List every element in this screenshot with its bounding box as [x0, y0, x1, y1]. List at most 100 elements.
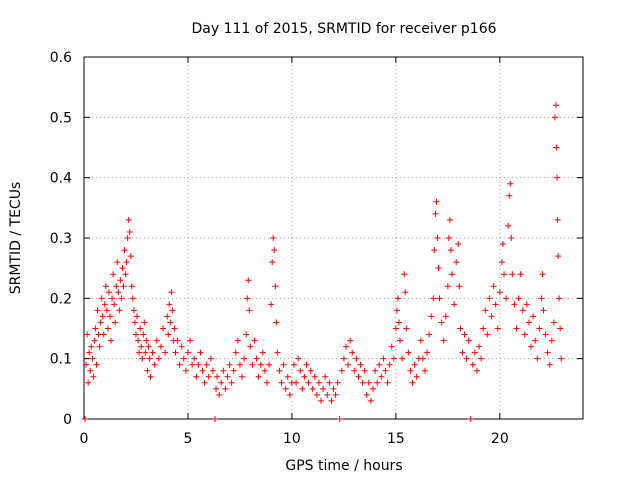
data-point [95, 331, 102, 338]
data-point [108, 337, 115, 344]
y-tick-label: 0 [63, 412, 72, 428]
data-point [167, 319, 174, 326]
data-point [130, 307, 137, 314]
data-point [476, 343, 483, 350]
data-point [530, 313, 537, 320]
data-point [276, 367, 283, 374]
y-tick-label: 0.2 [50, 291, 72, 307]
data-point [184, 349, 191, 356]
data-point [209, 367, 216, 374]
data-point [315, 379, 322, 386]
data-point [134, 313, 141, 320]
data-point [438, 319, 445, 326]
data-point [349, 349, 356, 356]
data-point [363, 391, 370, 398]
data-point [413, 373, 420, 380]
data-point [380, 355, 387, 362]
data-point [550, 319, 557, 326]
data-point [239, 373, 246, 380]
data-point [171, 325, 178, 332]
data-point [87, 367, 94, 374]
data-point [82, 416, 89, 422]
data-point [293, 379, 300, 386]
data-point [521, 331, 528, 338]
data-point [282, 385, 289, 392]
data-point [419, 355, 426, 362]
data-point [140, 331, 147, 338]
data-point [492, 301, 499, 308]
x-tick-label: 20 [491, 431, 509, 447]
data-point [131, 319, 138, 326]
data-point [121, 247, 128, 254]
data-point [132, 331, 139, 338]
data-point [125, 216, 132, 223]
data-point [128, 283, 135, 290]
data-point [88, 343, 95, 350]
data-point [191, 355, 198, 362]
data-point [284, 373, 291, 380]
data-point [457, 325, 464, 332]
data-point [155, 355, 162, 362]
data-point [399, 355, 406, 362]
data-point [94, 307, 101, 314]
data-point [393, 307, 400, 314]
data-point [263, 379, 270, 386]
data-point [433, 198, 440, 205]
data-point [259, 349, 266, 356]
data-point [122, 271, 129, 278]
data-point [168, 289, 175, 296]
data-point [246, 307, 253, 314]
data-point [169, 307, 176, 314]
data-point [390, 355, 397, 362]
x-tick-label: 15 [387, 431, 405, 447]
data-point [456, 283, 463, 290]
data-point [136, 349, 143, 356]
data-point [434, 235, 441, 241]
data-point [257, 361, 264, 368]
data-point [193, 373, 200, 380]
data-point [532, 337, 539, 344]
data-point [137, 325, 144, 332]
data-point [266, 361, 273, 368]
data-point [455, 241, 462, 248]
data-point [146, 355, 153, 362]
data-point [124, 235, 131, 241]
data-point [538, 295, 545, 302]
data-point [218, 379, 225, 386]
data-point [286, 391, 293, 398]
data-point [162, 349, 169, 356]
data-point [245, 277, 252, 284]
chart-title: Day 111 of 2015, SRMTID for receiver p16… [191, 21, 496, 37]
data-point [490, 283, 497, 290]
scatter-points [82, 102, 565, 422]
data-point [261, 367, 268, 374]
data-point [403, 325, 410, 332]
data-point [153, 337, 160, 344]
axis-ticks: 0 0.1 0.2 0.3 0.4 0.5 0.6 0 5 10 15 20 [50, 50, 583, 447]
data-point [139, 355, 146, 362]
data-point [303, 361, 310, 368]
data-point [361, 367, 368, 374]
data-point [180, 355, 187, 362]
data-point [176, 361, 183, 368]
data-point [554, 216, 561, 223]
data-point [421, 367, 428, 374]
data-point [220, 367, 227, 374]
data-point [405, 349, 412, 356]
data-point [467, 416, 474, 422]
data-point [205, 373, 212, 380]
data-point [116, 307, 123, 314]
data-point [451, 301, 458, 308]
data-point [103, 307, 110, 314]
data-point [249, 361, 256, 368]
data-point [144, 367, 151, 374]
data-point [486, 295, 493, 302]
data-point [528, 343, 535, 350]
data-point [324, 391, 331, 398]
data-point [197, 349, 204, 356]
data-point [449, 271, 456, 278]
y-tick-label: 0.3 [50, 231, 72, 247]
data-point [519, 307, 526, 314]
data-point [83, 361, 90, 368]
data-point [384, 379, 391, 386]
